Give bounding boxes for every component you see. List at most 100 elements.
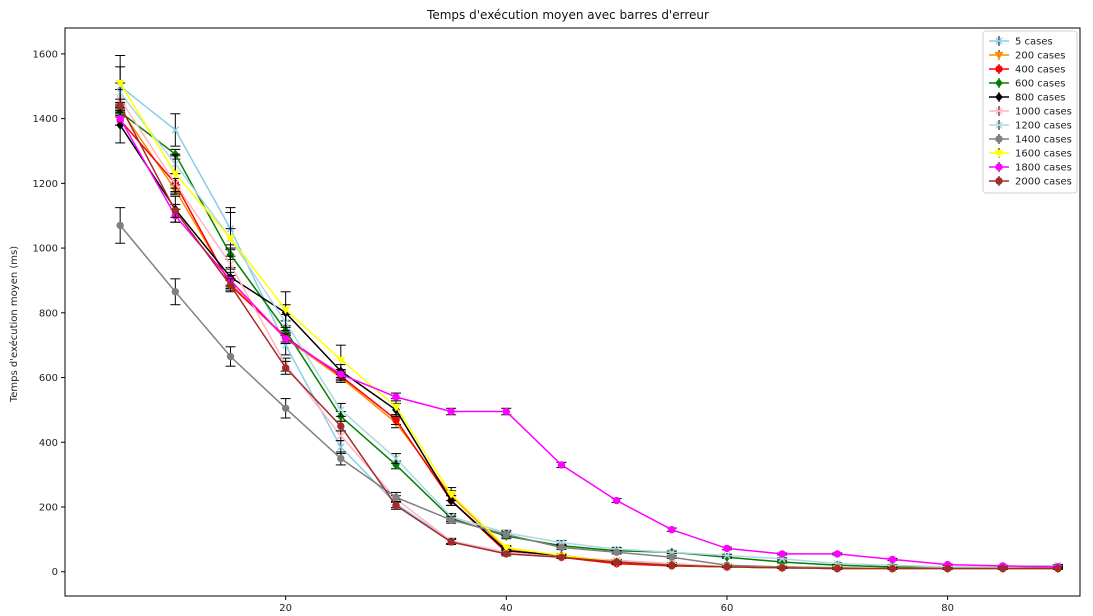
legend-item: 600 cases	[989, 78, 1065, 90]
data-point	[392, 493, 400, 501]
series-line	[119, 111, 1058, 569]
data-point	[1054, 564, 1062, 573]
data-point	[612, 496, 621, 505]
legend: 5 cases 200 cases 400 cases 600 cases 800 ca…	[982, 30, 1078, 194]
series-1800-cases	[115, 111, 1063, 571]
x-axis: 20 40 60 80	[279, 596, 954, 614]
x-tick-label: 20	[279, 603, 292, 614]
legend-label: 800 cases	[1015, 93, 1065, 104]
legend-marker	[995, 92, 1003, 102]
plot-frame	[64, 27, 1081, 597]
series-600-cases	[115, 106, 1063, 573]
data-point	[502, 550, 511, 558]
data-point	[171, 126, 180, 134]
y-tick-label: 1400	[33, 114, 58, 125]
data-point	[447, 538, 455, 546]
legend-label: 1600 cases	[1015, 149, 1072, 160]
y-tick-label: 1600	[33, 49, 58, 60]
data-point	[171, 207, 180, 215]
legend-item: 1400 cases	[989, 134, 1072, 146]
legend-label: 400 cases	[1015, 65, 1065, 76]
legend-label: 1400 cases	[1015, 135, 1072, 146]
series-line	[119, 105, 1058, 570]
series-line	[119, 119, 1058, 570]
legend-marker	[995, 163, 1003, 171]
legend-label: 5 cases	[1015, 37, 1053, 48]
data-point	[668, 561, 676, 569]
y-tick-label: 1200	[33, 179, 58, 190]
data-point	[723, 563, 731, 571]
data-point	[336, 356, 346, 365]
data-point	[447, 407, 455, 416]
series-line	[119, 92, 1058, 568]
series-2000-cases	[115, 98, 1063, 573]
data-point	[557, 553, 566, 561]
legend-item: 5 cases	[989, 36, 1053, 48]
legend-item: 200 cases	[989, 50, 1065, 62]
data-point	[502, 530, 511, 539]
series-1000-cases	[115, 88, 1063, 573]
legend-marker	[994, 149, 1004, 158]
data-point	[337, 406, 345, 414]
data-point	[723, 544, 731, 553]
data-point	[392, 501, 400, 510]
data-point	[723, 551, 731, 560]
legend-label: 200 cases	[1015, 51, 1065, 62]
legend-item: 1600 cases	[989, 148, 1072, 160]
series-line	[119, 82, 1058, 570]
legend-item: 1800 cases	[989, 162, 1072, 174]
legend-label: 1800 cases	[1015, 163, 1072, 174]
legend-item: 1200 cases	[989, 120, 1072, 132]
data-point	[612, 558, 621, 566]
y-axis: 0 200 400 600 800 1000 1200 1400 1600	[33, 49, 65, 578]
legend-item: 1000 cases	[989, 106, 1072, 118]
legend-item: 800 cases	[989, 92, 1065, 104]
data-point	[226, 352, 235, 361]
data-point	[612, 548, 621, 557]
series-1400-cases	[115, 207, 1063, 573]
data-point	[557, 461, 566, 469]
data-point	[446, 490, 456, 499]
data-point	[557, 543, 566, 552]
legend-marker	[995, 65, 1003, 73]
legend-marker	[995, 121, 1003, 129]
series-line	[119, 118, 1058, 568]
x-tick-label: 40	[500, 603, 513, 614]
series-line	[119, 98, 1058, 570]
data-point	[501, 544, 511, 553]
legend-item: 400 cases	[989, 64, 1065, 76]
data-point	[447, 516, 455, 524]
data-point	[392, 415, 400, 424]
legend-label: 1000 cases	[1015, 107, 1072, 118]
data-point	[778, 550, 786, 558]
data-point	[281, 404, 290, 412]
data-point	[392, 393, 400, 401]
series-800-cases	[115, 106, 1063, 574]
data-point	[337, 422, 345, 430]
legend-marker	[995, 135, 1003, 143]
legend-marker	[995, 37, 1003, 45]
legend-marker	[994, 51, 1004, 60]
legend-marker	[995, 107, 1003, 115]
data-point	[226, 235, 235, 244]
legend-label: 1200 cases	[1015, 121, 1072, 132]
y-tick-label: 0	[52, 567, 58, 578]
x-tick-label: 80	[941, 603, 954, 614]
data-point	[888, 555, 897, 564]
data-point	[115, 79, 125, 88]
data-point	[778, 564, 786, 572]
data-point	[888, 564, 897, 573]
data-point	[116, 114, 124, 123]
data-point	[999, 564, 1007, 573]
series-line	[119, 124, 1058, 570]
data-point	[392, 454, 400, 463]
legend-label: 600 cases	[1015, 79, 1065, 90]
data-point	[116, 101, 124, 110]
data-point	[337, 443, 345, 451]
series-layer	[115, 55, 1063, 574]
y-tick-label: 600	[39, 373, 58, 384]
legend-item: 2000 cases	[989, 176, 1072, 188]
data-point	[171, 288, 180, 296]
